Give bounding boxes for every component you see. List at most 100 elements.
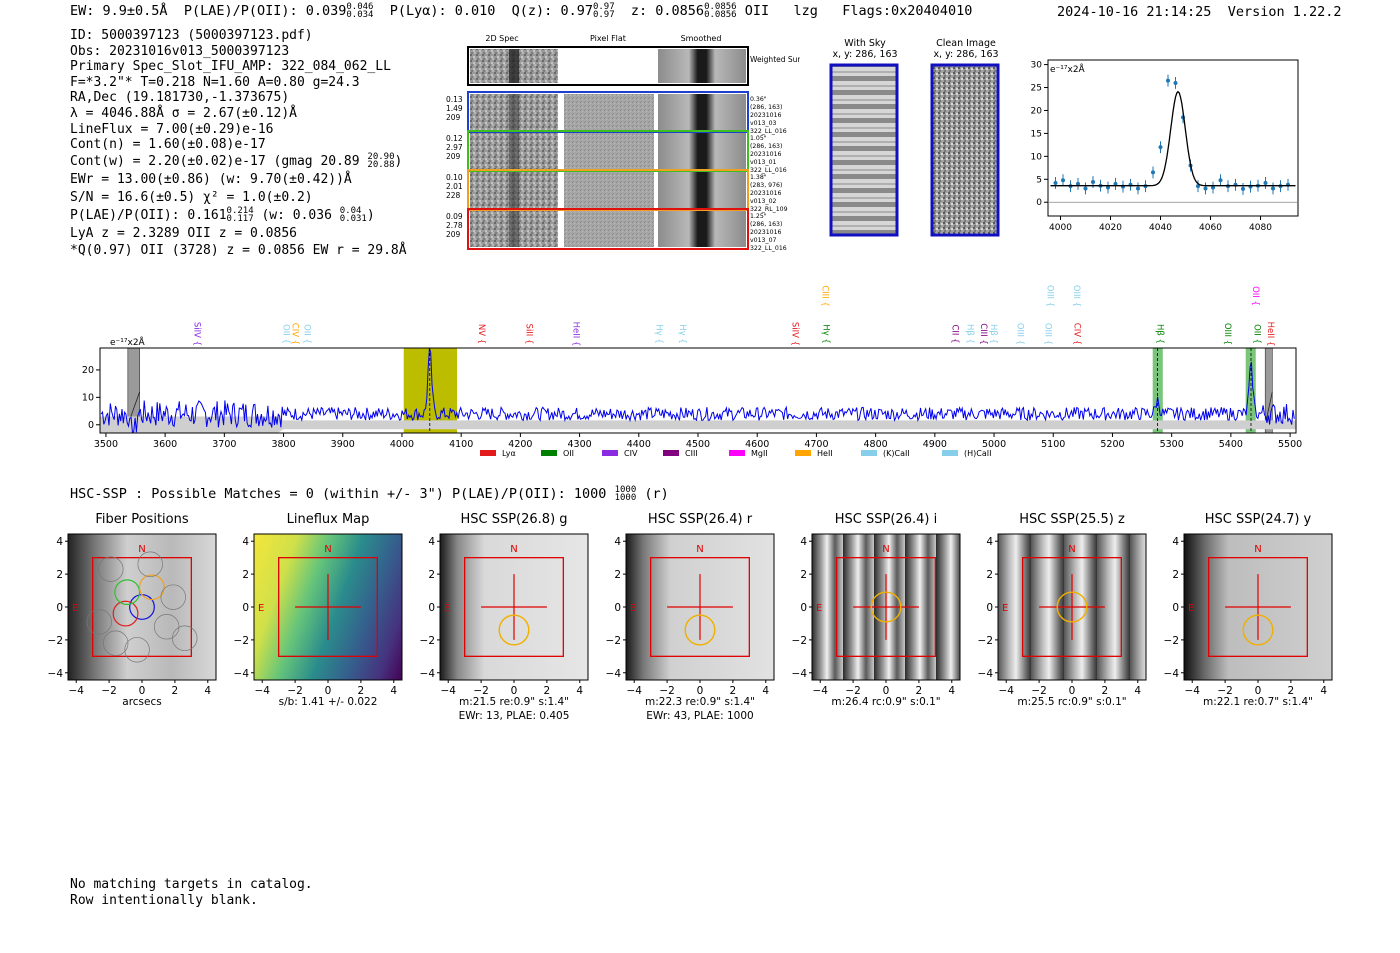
hsc-y-tick-label: −2 (420, 635, 435, 647)
east-label: E (258, 603, 264, 614)
hsc-panel-caption: m:25.5 rc:0.9" s:0.1" (1017, 696, 1127, 708)
cutout-row-left-value: 209 (446, 230, 461, 239)
spec-bands (127, 347, 1273, 434)
spec-x-tick-label: 3600 (153, 439, 177, 450)
spec-y-tick-label: 0 (88, 420, 94, 431)
hsc-y-tick-label: 0 (614, 602, 621, 614)
spectral-line-labels: SiIV {OII {CIV {OII {NV {SiII {HeII {Hγ … (192, 285, 1275, 347)
header-plae-range: 0.046 0.034 (346, 3, 373, 20)
hsc-x-tick-label: −4 (812, 685, 828, 697)
spec-x-tick-label: 3800 (271, 439, 295, 450)
info-contw: Cont(w) = 2.20(±0.02)e-17 (gmag 20.89 20… (70, 153, 407, 171)
spec-x-tick-label: 4800 (864, 439, 888, 450)
zoom-frame (1047, 59, 1299, 217)
spec-y-tick-label: 20 (82, 365, 94, 376)
weighted-sum-label: Weighted Sum (750, 55, 800, 64)
hsc-panel-frame (67, 533, 217, 681)
hsc-y-tick-label: −4 (234, 668, 250, 680)
spec-x-tick-label: 5500 (1278, 439, 1302, 450)
spectral-line-label: OII { (281, 324, 291, 344)
hsc-x-tick-label: −2 (287, 685, 302, 697)
header-version: Version 1.22.2 (1227, 4, 1342, 20)
hsc-panel-caption: m:22.1 re:0.7" s:1.4" (1203, 696, 1313, 708)
hsc-y-tick-label: 2 (242, 569, 249, 581)
legend-label: CIII (685, 449, 698, 458)
hsc-x-tick-label: 0 (511, 685, 518, 697)
col-header-pixel-flat: Pixel Flat (590, 34, 626, 43)
spec-x-tick-label: 4300 (567, 439, 591, 450)
info-ewr: EWr = 13.00(±0.86) (w: 9.70(±0.42))Å (70, 171, 352, 187)
hsc-x-tick-label: 4 (576, 685, 583, 697)
hsc-y-tick-label: −2 (48, 635, 63, 647)
cutout-row-right-value: (286, 163) (750, 104, 782, 111)
hsc-y-tick-label: 2 (614, 569, 621, 581)
fiber-circle-other (160, 584, 186, 610)
header-lzg: lzg (793, 3, 818, 19)
legend-swatch (480, 450, 496, 456)
spectral-line-label: OIII { (1071, 285, 1081, 307)
spectral-line-label: HeII { (571, 322, 581, 347)
zoom-x-tick-label: 4000 (1049, 223, 1072, 233)
info-contw-lo: 20.88 (367, 160, 395, 171)
header-z-range: 0.0856 0.0856 (704, 3, 737, 20)
spec-flux-line (100, 348, 1295, 433)
cutout-row-left-value: 2.78 (446, 221, 463, 230)
spectral-line-label: OIII { (1222, 323, 1232, 345)
info-plae-text: P(LAE)/P(OII): 0.161 (70, 207, 227, 223)
hsc-panel-caption: s/b: 1.41 +/- 0.022 (278, 696, 378, 708)
hsc-x-tick-label: 2 (916, 685, 923, 697)
cutout-source-trace (509, 211, 519, 247)
spectral-line-label: OII { (301, 324, 311, 344)
legend-swatch (942, 450, 958, 456)
header-qz: Q(z): 0.97 (511, 3, 593, 19)
zoom-y-tick-label: 10 (1031, 152, 1043, 162)
legend-label: (K)CaII (883, 449, 910, 458)
cutout-row-left-value: 0.13 (446, 95, 463, 104)
hsc-y-tick-label: 4 (1172, 536, 1179, 548)
zoom-line-fit-plot: e⁻¹⁷x2Å 0 5 10 15 20 25 30 4000 4020 4040 4060 408… (1031, 59, 1299, 233)
spectral-line-label: Hγ { (677, 324, 687, 344)
hsc-panel-image: N E −4 −4 −2 −2 0 0 2 2 4 4 (606, 533, 775, 697)
cutout-row-left-value: 209 (446, 113, 461, 122)
cutout-row-left-value: 209 (446, 152, 461, 161)
cutout-row-right-value: 322_LL_016 (750, 245, 787, 252)
hsc-y-tick-label: −4 (420, 668, 436, 680)
hsc-panel-image: N E −4 −4 −2 −2 0 0 2 2 4 4 (978, 533, 1147, 697)
hsc-panel-caption-2: EWr: 43, PLAE: 1000 (646, 710, 754, 722)
spectral-line-label: SiIV { (790, 322, 800, 346)
info-contn: Cont(n) = 1.60(±0.08)e-17 (70, 137, 266, 153)
zoom-y-tick-label: 25 (1031, 84, 1042, 94)
detection-info: ID: 5000397123 (5000397123.pdf) Obs: 202… (70, 28, 407, 259)
hsc-x-tick-label: 0 (325, 685, 332, 697)
hsc-title-end: (r) (644, 486, 669, 502)
fiber-circle (138, 574, 165, 601)
zoom-point (1211, 185, 1215, 190)
north-label: N (1254, 544, 1261, 555)
cutout-row-right-value: v013_07 (750, 237, 777, 244)
hsc-panel: HSC SSP(26.4) i N E −4 −4 −2 −2 0 0 2 2 4 4 m:26.4 rc… (792, 512, 966, 726)
hsc-source-ellipse (870, 591, 902, 623)
spectral-line-label: OIII { (1044, 285, 1054, 307)
fiber-circle (114, 579, 141, 606)
hsc-x-tick-label: 0 (1069, 685, 1076, 697)
spectral-line-label: Hγ { (654, 324, 664, 344)
full-spectrum-plot: SiIV {OII {CIV {OII {NV {SiII {HeII {Hγ … (82, 285, 1302, 458)
fiber-circle-other (153, 614, 180, 640)
with-sky-image (829, 63, 899, 237)
cutout-row-right-value: 1.38" (750, 174, 767, 181)
hsc-y-tick-label: −4 (1164, 668, 1180, 680)
hsc-title-text: HSC-SSP : Possible Matches = 0 (within +… (70, 486, 607, 502)
cutout-row-right-value: v013_02 (750, 198, 777, 205)
north-label: N (696, 544, 703, 555)
hsc-x-tick-label: 2 (358, 685, 365, 697)
cutout-row-right-value: 20231016 (750, 151, 782, 158)
fiber-circle-other (103, 630, 129, 656)
hsc-x-tick-label: 2 (1288, 685, 1295, 697)
info-contw-end: ) (394, 153, 403, 169)
east-label: E (444, 603, 450, 614)
hsc-x-tick-label: −4 (254, 685, 270, 697)
cutout-row-frame (467, 208, 749, 250)
